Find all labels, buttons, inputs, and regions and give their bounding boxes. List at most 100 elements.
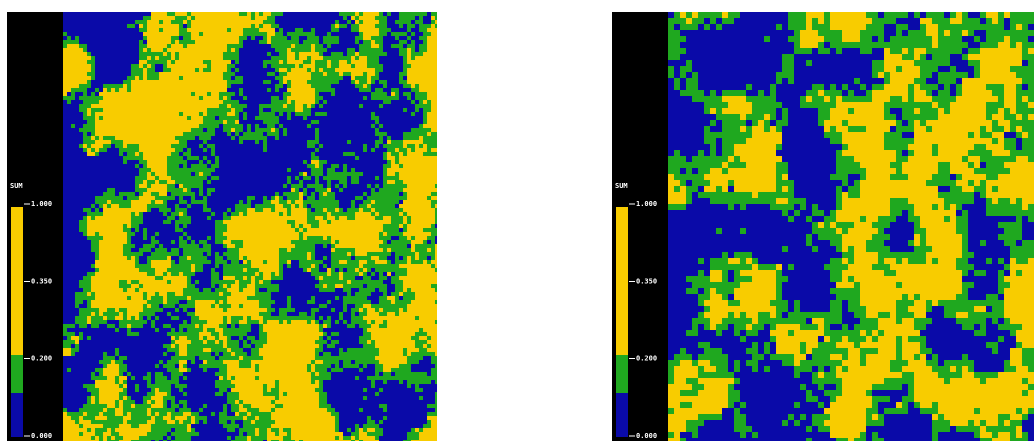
map-cell-run (842, 180, 848, 186)
map-cell-run (335, 168, 343, 172)
map-cell-run (123, 312, 127, 316)
map-cell-run (127, 376, 131, 380)
map-cell-run (423, 144, 427, 148)
map-cell-run (734, 402, 740, 408)
map-cell-run (107, 148, 119, 152)
map-cell-run (872, 66, 884, 72)
map-cell-run (992, 132, 1004, 138)
map-cell-run (379, 276, 387, 280)
map-cell-run (255, 128, 271, 132)
map-cell-run (764, 324, 770, 330)
map-cell-run (263, 64, 267, 68)
map-cell-run (339, 208, 343, 212)
map-cell-run (1016, 132, 1022, 138)
map-cell-run (63, 124, 71, 128)
map-cell-run (752, 342, 758, 348)
map-cell-run (179, 328, 183, 332)
map-cell-run (896, 18, 920, 24)
map-cell-run (207, 160, 211, 164)
map-cell-run (179, 364, 183, 368)
map-cell-run (752, 108, 776, 114)
map-cell-run (71, 352, 75, 356)
map-cell-run (908, 48, 914, 54)
map-cell-run (914, 372, 938, 378)
map-cell-run (710, 360, 728, 366)
map-cell-run (179, 336, 187, 340)
map-cell-run (175, 400, 179, 404)
map-cell-run (992, 198, 998, 204)
map-cell-run (435, 184, 437, 188)
map-cell-run (758, 366, 764, 372)
map-cell-run (1016, 366, 1028, 372)
map-cell-run (355, 312, 359, 316)
map-cell-run (243, 116, 247, 120)
map-cell-run (187, 300, 195, 304)
map-cell-run (391, 252, 395, 256)
map-cell-run (728, 312, 734, 318)
map-cell-run (854, 342, 860, 348)
map-cell-run (403, 92, 411, 96)
map-cell-run (191, 320, 207, 324)
map-cell-run (123, 380, 127, 384)
map-cell-run (323, 284, 327, 288)
map-cell-run (920, 12, 926, 18)
map-cell-run (890, 246, 914, 252)
map-cell-run (872, 336, 878, 342)
map-cell-run (728, 12, 740, 18)
map-cell-run (1004, 24, 1010, 30)
map-cell-run (203, 336, 207, 340)
map-cell-run (279, 96, 283, 100)
map-cell-run (806, 24, 812, 30)
map-cell-run (347, 308, 351, 312)
map-cell-run (427, 372, 431, 376)
map-cell-run (998, 372, 1034, 378)
map-cell-run (956, 222, 968, 228)
map-cell-run (115, 324, 119, 328)
map-cell-run (303, 228, 307, 232)
map-cell-run (63, 308, 79, 312)
map-cell-run (275, 208, 287, 212)
map-cell-run (938, 102, 950, 108)
map-cell-run (339, 12, 355, 16)
map-cell-run (375, 148, 387, 152)
map-cell-run (215, 328, 223, 332)
map-cell-run (319, 268, 327, 272)
map-cell-run (980, 378, 986, 384)
map-cell-run (263, 384, 267, 388)
map-cell-run (315, 312, 339, 316)
map-cell-run (363, 364, 367, 368)
map-cell-run (315, 92, 319, 96)
map-cell-run (315, 284, 323, 288)
map-cell-run (758, 432, 830, 438)
map-cell-run (63, 232, 83, 236)
map-cell-run (155, 380, 179, 384)
map-cell-run (403, 256, 407, 260)
map-cell-run (698, 72, 776, 78)
map-cell-run (155, 64, 163, 68)
map-cell-run (716, 18, 722, 24)
map-cell-run (866, 414, 872, 420)
map-cell-run (279, 392, 283, 396)
map-cell-run (287, 392, 319, 396)
map-cell-run (387, 92, 391, 96)
map-cell-run (692, 18, 704, 24)
map-cell-run (91, 284, 119, 288)
map-cell-run (307, 36, 319, 40)
map-cell-run (239, 288, 243, 292)
map-cell-run (824, 216, 836, 222)
map-cell-run (387, 272, 391, 276)
map-cell-run (968, 312, 1004, 318)
map-cell-run (740, 282, 776, 288)
map-cell-run (962, 54, 968, 60)
map-cell-run (415, 20, 423, 24)
map-cell-run (251, 344, 255, 348)
map-cell-run (686, 426, 698, 432)
map-cell-run (187, 364, 199, 368)
map-cell-run (734, 408, 740, 414)
map-cell-run (91, 376, 107, 380)
map-cell-run (347, 324, 355, 328)
map-cell-run (423, 388, 437, 392)
map-cell-run (375, 40, 383, 44)
map-cell-run (63, 56, 91, 60)
map-cell-run (902, 48, 908, 54)
